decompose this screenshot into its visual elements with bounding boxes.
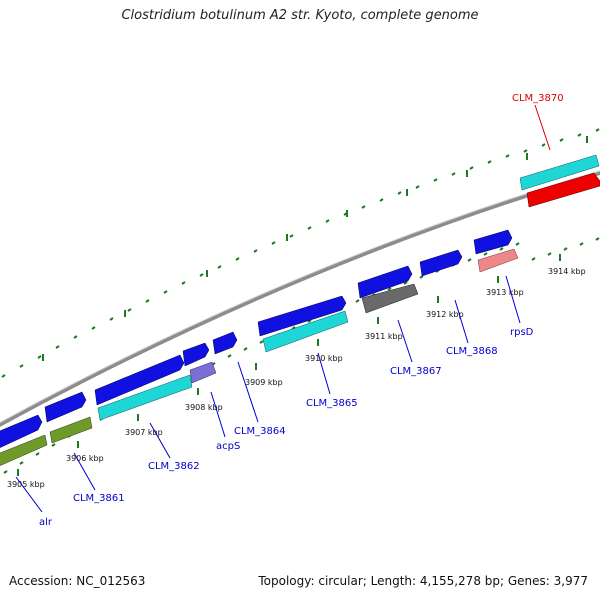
gene-arrow[interactable] bbox=[44, 391, 87, 423]
gene-label[interactable]: CLM_3861 bbox=[73, 493, 125, 504]
gene-label[interactable]: CLM_3865 bbox=[306, 398, 358, 409]
forward-genes bbox=[0, 229, 513, 450]
cds-feature[interactable] bbox=[189, 361, 217, 384]
tick-label: 3906 kbp bbox=[66, 454, 104, 463]
backbone-line bbox=[0, 170, 600, 427]
tick-label: 3911 kbp bbox=[365, 332, 403, 341]
genome-summary-text: Topology: circular; Length: 4,155,278 bp… bbox=[258, 574, 588, 588]
map-title: Clostridium botulinum A2 str. Kyoto, com… bbox=[121, 8, 479, 23]
tick-label: 3907 kbp bbox=[125, 428, 163, 437]
tick-label: 3914 kbp bbox=[548, 267, 586, 276]
cds-feature[interactable] bbox=[262, 310, 349, 353]
gene-label[interactable]: rpsD bbox=[510, 327, 534, 338]
tick-label: 3905 kbp bbox=[7, 480, 45, 489]
gene-label[interactable]: CLM_3867 bbox=[390, 366, 442, 377]
cds-feature[interactable] bbox=[0, 434, 48, 467]
gene-arrow[interactable] bbox=[473, 229, 513, 255]
tick-label: 3912 kbp bbox=[426, 310, 464, 319]
gene-arrow[interactable] bbox=[0, 414, 43, 450]
cds-feature[interactable] bbox=[49, 416, 93, 444]
cds-feature[interactable] bbox=[361, 283, 419, 314]
gene-label[interactable]: CLM_3870 bbox=[512, 93, 564, 104]
label-leaders bbox=[15, 275, 521, 513]
tick-label: 3910 kbp bbox=[305, 354, 343, 363]
tick-label: 3913 kbp bbox=[486, 288, 524, 297]
gene-label[interactable]: CLM_3868 bbox=[446, 346, 498, 357]
gene-arrow[interactable] bbox=[94, 354, 185, 406]
cds-feature[interactable] bbox=[519, 154, 600, 191]
gene-label[interactable]: alr bbox=[39, 517, 53, 528]
cds-features bbox=[0, 154, 600, 467]
gene-arrow[interactable] bbox=[257, 295, 347, 337]
gene-label[interactable]: CLM_3862 bbox=[148, 461, 200, 472]
cds-feature[interactable] bbox=[526, 172, 600, 208]
gene-arrow[interactable] bbox=[419, 249, 463, 277]
outer-tick-ring bbox=[1, 128, 600, 378]
inner-tick-ring bbox=[3, 237, 600, 476]
gene-arrow[interactable] bbox=[182, 342, 210, 367]
tick-label: 3909 kbp bbox=[245, 378, 283, 387]
cds-feature[interactable] bbox=[477, 248, 519, 273]
backbone-line-highlight bbox=[0, 170, 600, 424]
accession-text: Accession: NC_012563 bbox=[9, 574, 146, 588]
gene-arrow[interactable] bbox=[212, 331, 238, 355]
gene-label[interactable]: CLM_3864 bbox=[234, 426, 286, 437]
label-leader-red bbox=[534, 104, 551, 151]
gene-label[interactable]: acpS bbox=[216, 441, 240, 452]
tick-label: 3908 kbp bbox=[185, 403, 223, 412]
cds-feature[interactable] bbox=[97, 374, 193, 421]
gene-arrow[interactable] bbox=[357, 265, 413, 299]
